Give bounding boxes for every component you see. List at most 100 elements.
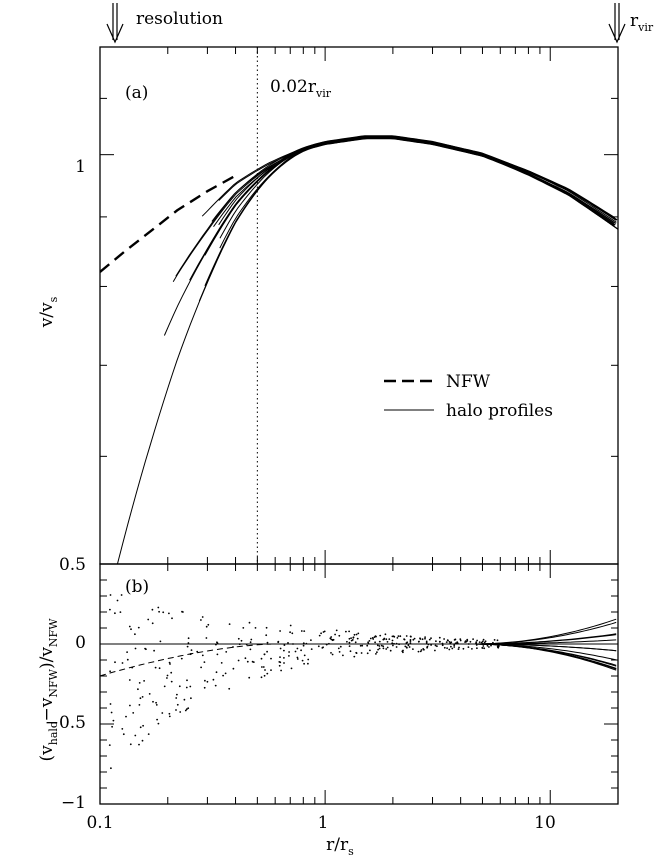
- residual-point: [228, 623, 231, 625]
- resolution-label: resolution: [136, 9, 223, 29]
- residual-point: [466, 638, 469, 641]
- residual-point: [301, 659, 304, 662]
- ytick-b-neg1: −1: [61, 793, 86, 813]
- residual-point: [448, 648, 451, 651]
- residual-point: [438, 636, 441, 639]
- residual-point: [154, 666, 157, 669]
- residual-point: [441, 642, 444, 645]
- residual-point: [448, 641, 451, 643]
- residual-point: [189, 685, 192, 688]
- residual-point: [493, 639, 496, 641]
- residual-point: [108, 744, 111, 746]
- residual-point: [443, 646, 446, 649]
- residual-point: [178, 685, 181, 688]
- residual-point: [376, 651, 378, 654]
- residual-point: [215, 671, 218, 674]
- residual-point: [391, 642, 394, 644]
- residual-point: [426, 645, 429, 648]
- residual-point: [232, 667, 235, 670]
- residual-point: [246, 660, 249, 663]
- residual-point: [248, 676, 251, 679]
- residual-point: [290, 667, 293, 670]
- residual-point: [158, 667, 161, 670]
- panel-b-frame: [99, 563, 619, 805]
- residual-point: [109, 594, 112, 596]
- residual-point: [368, 640, 371, 642]
- residual-point: [116, 599, 119, 602]
- residual-point: [307, 658, 310, 661]
- residual-point: [237, 659, 240, 662]
- residual-point: [206, 680, 209, 683]
- residual-point: [265, 626, 268, 629]
- residual-point: [372, 638, 375, 640]
- residual-point: [125, 715, 127, 718]
- residual-point: [330, 636, 333, 638]
- residual-point: [405, 646, 408, 649]
- residual-point: [186, 645, 189, 648]
- residual-point: [359, 644, 362, 647]
- residual-point: [434, 644, 437, 647]
- residual-point: [134, 734, 137, 737]
- residual-point: [119, 611, 122, 613]
- residual-point: [481, 647, 484, 649]
- residual-point: [110, 711, 113, 714]
- residual-curve: [472, 643, 617, 661]
- residual-point: [205, 625, 208, 628]
- residual-point: [481, 640, 484, 643]
- residual-point: [488, 646, 490, 648]
- residual-point: [417, 650, 420, 653]
- residual-point: [422, 648, 425, 650]
- residual-point: [300, 649, 302, 652]
- residual-point: [465, 640, 468, 643]
- residual-point: [168, 715, 171, 718]
- residual-point: [337, 647, 340, 650]
- residual-point: [109, 670, 111, 673]
- residual-point: [270, 657, 272, 660]
- residual-point: [110, 767, 112, 770]
- residual-point: [245, 643, 248, 646]
- residual-point: [130, 628, 132, 631]
- residual-point: [204, 679, 206, 682]
- residual-point: [166, 677, 168, 679]
- residual-point: [377, 648, 379, 651]
- residual-point: [366, 644, 369, 647]
- residual-point: [305, 642, 308, 645]
- residual-point: [475, 644, 478, 646]
- residual-point: [482, 645, 485, 647]
- residual-point: [205, 637, 208, 639]
- halo-profile-line: [116, 137, 618, 564]
- residual-point: [367, 641, 369, 644]
- residual-point: [403, 638, 405, 640]
- residual-point: [401, 650, 404, 653]
- residual-point: [134, 633, 136, 636]
- residual-point: [134, 647, 137, 650]
- residual-point: [352, 636, 355, 639]
- residual-point: [238, 643, 241, 646]
- residual-point: [398, 643, 400, 646]
- residual-point: [224, 672, 227, 675]
- residual-point: [138, 704, 141, 706]
- axis-ticks: [99, 46, 619, 805]
- residual-point: [376, 644, 379, 647]
- residual-point: [176, 693, 178, 696]
- residual-point: [382, 647, 385, 650]
- residual-point: [356, 637, 359, 640]
- residual-point: [179, 711, 182, 713]
- residual-point: [187, 637, 190, 640]
- residual-point: [237, 637, 240, 640]
- residual-point: [248, 621, 251, 624]
- residual-point: [302, 644, 305, 647]
- residual-point: [175, 709, 177, 711]
- residual-point: [430, 637, 432, 640]
- residual-point: [453, 646, 456, 648]
- residual-point: [467, 646, 470, 648]
- residual-point: [334, 633, 336, 636]
- panel-b-label: (b): [125, 577, 149, 597]
- residual-point: [475, 641, 478, 644]
- residual-point: [200, 666, 203, 669]
- residual-point: [419, 650, 422, 653]
- residual-point: [220, 662, 223, 664]
- residual-point: [395, 642, 398, 645]
- residual-point: [176, 703, 179, 706]
